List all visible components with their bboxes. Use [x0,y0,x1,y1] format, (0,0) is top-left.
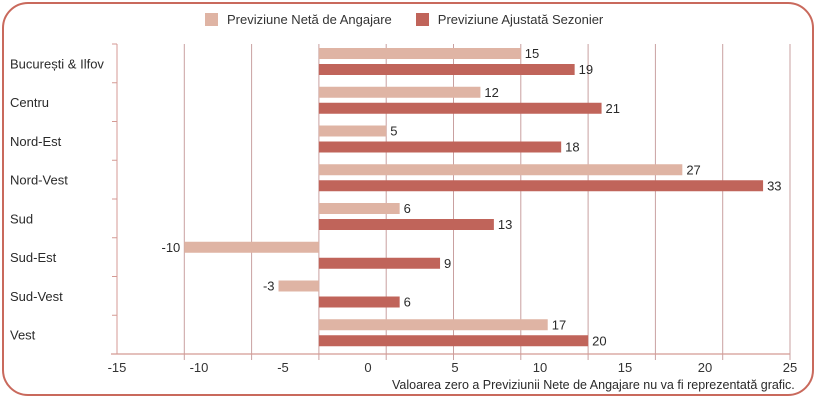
legend-swatch-net [205,12,218,26]
data-label: 13 [498,217,512,232]
bar-net [318,203,400,214]
x-tick-label: 20 [698,360,712,375]
data-label: -10 [162,240,181,255]
bar-net [318,164,683,176]
category-label: Centru [10,95,49,110]
legend-item-adjusted: Previziune Ajustată Sezonier [415,11,604,27]
data-label: 15 [525,46,539,61]
category-label: Nord-Est [10,134,62,149]
category-label: București & Ilfov [10,56,104,71]
bar-net [318,48,521,59]
legend-label-net: Previziune Netă de Angajare [227,11,392,27]
x-tick-label: -10 [190,360,209,375]
data-label: 17 [552,317,566,332]
category-label: Sud-Est [10,250,57,265]
data-label: 9 [444,256,451,271]
bar-net [318,125,387,137]
legend-item-net: Previziune Netă de Angajare [205,12,392,27]
bar-adjusted [318,64,575,75]
bar-adjusted [318,219,494,230]
x-tick-label: 25 [783,360,797,375]
legend-swatch-adjusted [415,12,429,26]
x-tick-label: -15 [108,360,127,375]
bar-adjusted [318,296,400,308]
bar-adjusted [318,180,764,192]
category-label: Vest [10,328,36,343]
x-tick-label: 0 [364,360,371,375]
x-tick-label: 10 [533,360,547,375]
legend-label-adjusted: Previziune Ajustată Sezonier [437,11,604,27]
category-label: Sud-Vest [10,289,63,304]
data-label: 20 [592,333,606,348]
bar-adjusted [318,102,602,114]
chart-footnote: Valoarea zero a Previziunii Nete de Anga… [392,378,795,392]
x-tick-label: 5 [451,360,458,375]
data-label: 18 [565,140,579,155]
bar-adjusted [318,335,589,347]
chart-frame [2,2,814,396]
data-label: 5 [390,124,397,139]
legend: Previziune Netă de Angajare Previziune A… [205,10,627,28]
bar-net [278,280,319,292]
data-label: 6 [404,295,411,310]
bar-net [318,319,548,331]
data-label: 19 [579,62,593,77]
data-label: -3 [263,279,275,294]
category-label: Nord-Vest [10,173,68,188]
data-label: 27 [686,162,700,177]
data-label: 6 [404,201,411,216]
bar-adjusted [318,141,562,153]
bar-adjusted [318,257,441,269]
bar-net [184,241,319,253]
data-label: 33 [767,178,781,193]
data-label: 12 [484,85,498,100]
x-tick-label: -5 [277,360,289,375]
category-label: Sud [10,211,33,226]
x-tick-label: 15 [618,360,632,375]
bar-net [318,86,481,98]
data-label: 21 [606,101,620,116]
